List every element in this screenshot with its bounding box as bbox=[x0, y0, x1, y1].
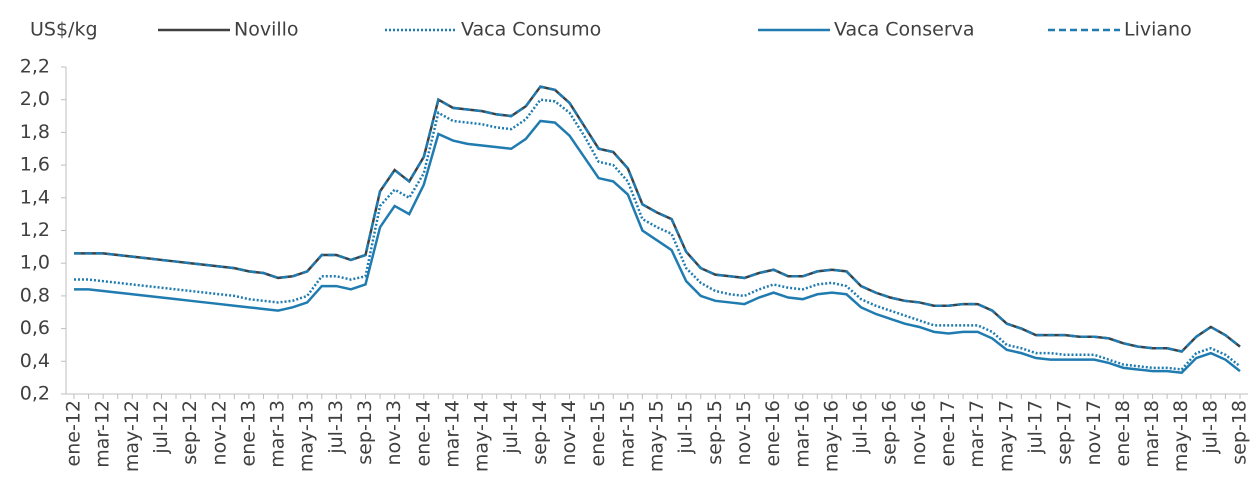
x-tick-label: sep-16 bbox=[879, 400, 901, 465]
y-tick-label: 1,0 bbox=[20, 252, 50, 274]
y-tick-label: 1,2 bbox=[20, 219, 50, 241]
y-tick-label: 0,8 bbox=[20, 284, 50, 306]
legend-label: Novillo bbox=[234, 19, 299, 41]
x-tick-label: nov-17 bbox=[1083, 400, 1105, 465]
x-tick-label: may-14 bbox=[471, 400, 493, 472]
x-tick-label: ene-14 bbox=[412, 400, 434, 466]
series-line bbox=[74, 98, 1241, 371]
x-tick-label: nov-15 bbox=[733, 400, 755, 465]
x-tick-label: may-17 bbox=[995, 400, 1017, 472]
y-axis-label: US$/kg bbox=[30, 19, 98, 41]
y-tick-label: 0,6 bbox=[20, 317, 50, 339]
x-tick-label: may-12 bbox=[121, 400, 143, 472]
x-tick-label: ene-16 bbox=[762, 400, 784, 466]
x-tick-label: jul-16 bbox=[850, 400, 872, 455]
x-tick-label: jul-13 bbox=[325, 400, 347, 455]
x-tick-label: nov-16 bbox=[908, 400, 930, 465]
y-tick-label: 2,2 bbox=[20, 56, 50, 78]
x-tick-label: jul-17 bbox=[1024, 400, 1046, 455]
x-tick-label: sep-18 bbox=[1229, 400, 1251, 465]
x-tick-label: ene-17 bbox=[937, 400, 959, 466]
x-tick-label: jul-18 bbox=[1199, 400, 1221, 455]
y-tick-label: 0,2 bbox=[20, 383, 50, 405]
y-tick-label: 1,8 bbox=[20, 121, 50, 143]
legend-label: Vaca Conserva bbox=[834, 19, 975, 41]
x-tick-label: nov-14 bbox=[558, 400, 580, 465]
y-tick-label: 2,0 bbox=[20, 88, 50, 110]
y-tick-label: 1,4 bbox=[20, 186, 50, 208]
x-tick-label: sep-12 bbox=[179, 400, 201, 465]
series-line bbox=[74, 119, 1241, 375]
x-tick-label: may-15 bbox=[646, 400, 668, 472]
x-tick-label: nov-12 bbox=[208, 400, 230, 465]
x-tick-label: jul-15 bbox=[675, 400, 697, 455]
legend-label: Liviano bbox=[1124, 19, 1192, 41]
y-tick-label: 0,4 bbox=[20, 350, 50, 372]
x-tick-label: may-13 bbox=[296, 400, 318, 472]
x-tick-label: ene-13 bbox=[237, 400, 259, 466]
x-tick-label: mar-15 bbox=[616, 400, 638, 468]
legend-label: Vaca Consumo bbox=[461, 19, 601, 41]
x-tick-label: jul-12 bbox=[150, 400, 172, 455]
y-tick-label: 1,6 bbox=[20, 154, 50, 176]
x-tick-label: may-16 bbox=[820, 400, 842, 472]
x-tick-label: ene-18 bbox=[1112, 400, 1134, 466]
x-tick-label: sep-14 bbox=[529, 400, 551, 465]
x-tick-label: mar-17 bbox=[966, 400, 988, 468]
x-tick-label: mar-18 bbox=[1141, 400, 1163, 468]
series-line bbox=[74, 85, 1241, 353]
x-tick-label: may-18 bbox=[1170, 400, 1192, 472]
series-line bbox=[74, 85, 1241, 353]
x-tick-label: sep-15 bbox=[704, 400, 726, 465]
x-tick-label: ene-15 bbox=[587, 400, 609, 466]
x-tick-label: mar-12 bbox=[92, 400, 114, 468]
x-tick-label: ene-12 bbox=[63, 400, 85, 466]
x-tick-label: nov-13 bbox=[383, 400, 405, 465]
x-tick-label: sep-13 bbox=[354, 400, 376, 465]
x-tick-label: sep-17 bbox=[1054, 400, 1076, 465]
x-tick-label: mar-16 bbox=[791, 400, 813, 468]
x-tick-label: mar-13 bbox=[267, 400, 289, 468]
x-tick-label: jul-14 bbox=[500, 400, 522, 455]
x-tick-label: mar-14 bbox=[441, 400, 463, 468]
